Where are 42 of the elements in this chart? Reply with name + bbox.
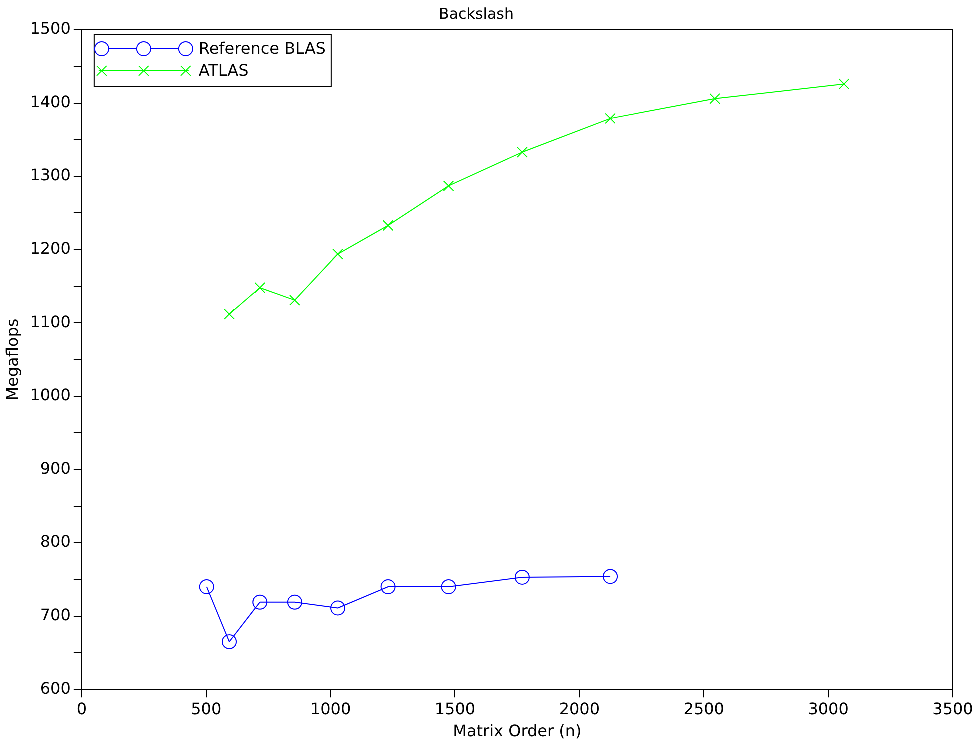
y-tick-label: 700 <box>40 605 71 624</box>
x-axis-title: Matrix Order (n) <box>453 722 582 741</box>
point <box>224 308 235 320</box>
point <box>222 634 238 650</box>
legend-label: ATLAS <box>198 61 249 80</box>
point <box>710 93 721 104</box>
y-tick-label: 800 <box>40 532 71 552</box>
point <box>332 248 344 260</box>
point <box>441 579 456 594</box>
y-axis-title: Megaflops <box>2 318 22 401</box>
y-tick-label: 1500 <box>30 19 71 38</box>
x-tick-label: 500 <box>191 699 222 718</box>
point <box>287 594 302 610</box>
x-tick-label: 3500 <box>932 699 974 718</box>
y-tick-label: 1200 <box>30 239 71 258</box>
chart-title: Backslash <box>439 4 514 23</box>
y-tick-label: 1100 <box>30 312 71 332</box>
point <box>330 600 346 616</box>
point <box>443 180 454 192</box>
x-tick-label: 1500 <box>434 699 476 718</box>
y-tick-label: 900 <box>40 458 71 478</box>
y-tick-label: 1300 <box>30 166 71 185</box>
point <box>603 569 618 584</box>
y-tick-label: 1000 <box>30 386 71 405</box>
legend-label: Reference BLAS <box>198 39 326 58</box>
point <box>254 282 266 294</box>
point <box>199 579 214 594</box>
x-tick-label: 3000 <box>808 699 849 718</box>
y-tick-label: 1400 <box>30 92 71 112</box>
x-tick-label: 2500 <box>684 699 724 718</box>
point <box>252 594 268 610</box>
x-tick-label: 1000 <box>310 699 352 718</box>
point <box>290 294 300 306</box>
x-tick-label: 2000 <box>559 699 600 718</box>
point <box>382 220 394 232</box>
point <box>514 570 530 585</box>
point <box>838 78 850 90</box>
point <box>516 146 528 158</box>
x-tick-label: 0 <box>76 699 88 718</box>
y-tick-label: 600 <box>40 678 71 698</box>
point <box>380 579 396 594</box>
point <box>605 113 616 124</box>
